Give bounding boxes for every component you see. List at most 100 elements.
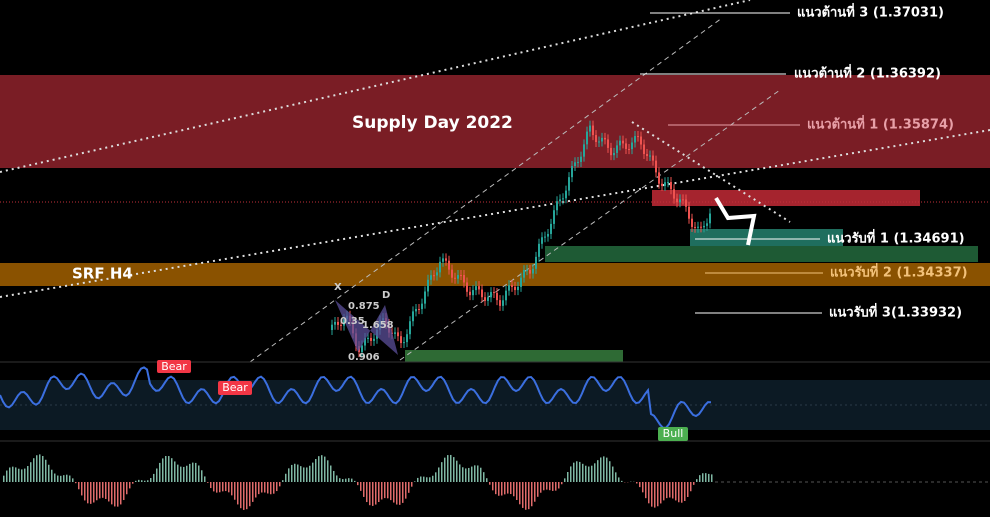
hist-bar xyxy=(702,473,704,482)
hist-bar xyxy=(261,482,263,493)
candle xyxy=(508,285,510,291)
supply-zone xyxy=(0,75,990,168)
hist-bar xyxy=(351,478,353,482)
hist-bar xyxy=(621,480,623,482)
candle xyxy=(526,269,528,271)
candle xyxy=(511,285,513,287)
hist-bar xyxy=(549,482,551,491)
hist-bar xyxy=(456,460,458,482)
hist-bar xyxy=(435,472,437,482)
hist-bar xyxy=(660,482,662,504)
candle xyxy=(373,338,375,341)
candle xyxy=(403,342,405,344)
hist-bar xyxy=(462,467,464,482)
candle xyxy=(613,152,615,156)
hist-bar xyxy=(705,473,707,482)
candle xyxy=(478,286,480,290)
candle xyxy=(334,321,336,325)
hist-bar xyxy=(384,482,386,499)
hist-bar xyxy=(432,475,434,482)
hist-bar xyxy=(489,482,491,485)
hist-bar xyxy=(507,482,509,494)
hist-bar xyxy=(204,476,206,482)
candle xyxy=(679,199,681,203)
candle xyxy=(646,153,648,157)
candle xyxy=(337,321,339,325)
hist-bar xyxy=(12,466,14,482)
hist-bar xyxy=(600,457,602,482)
hist-bar xyxy=(696,479,698,482)
candle xyxy=(583,144,585,157)
hist-bar xyxy=(45,459,47,482)
hist-bar xyxy=(36,455,38,482)
hist-bar xyxy=(96,482,98,501)
hist-bar xyxy=(159,462,161,482)
hist-bar xyxy=(648,482,650,504)
hist-bar xyxy=(105,482,107,499)
hist-bar xyxy=(339,478,341,482)
hist-bar xyxy=(306,467,308,482)
hist-bar xyxy=(396,482,398,505)
candle xyxy=(367,337,369,339)
pattern-label: X xyxy=(334,282,342,293)
hist-bar xyxy=(378,482,380,503)
candle xyxy=(454,277,456,279)
hist-bar xyxy=(474,465,476,482)
hist-bar xyxy=(171,458,173,482)
hist-bar xyxy=(711,474,713,482)
candle xyxy=(409,321,411,335)
hist-bar xyxy=(21,469,23,482)
candle xyxy=(706,223,708,226)
hist-bar xyxy=(315,459,317,482)
candle xyxy=(460,275,462,277)
candle xyxy=(616,145,618,153)
hist-bar xyxy=(573,462,575,482)
candle xyxy=(415,308,417,312)
hist-bar xyxy=(60,475,62,482)
hist-bar xyxy=(309,465,311,482)
histogram xyxy=(3,454,713,510)
hist-bar xyxy=(168,456,170,482)
hist-bar xyxy=(564,478,566,482)
candle xyxy=(556,201,558,211)
hist-bar xyxy=(438,467,440,482)
hist-bar xyxy=(699,475,701,482)
candle xyxy=(598,141,600,143)
hist-bar xyxy=(87,482,89,504)
candle xyxy=(577,161,579,163)
hist-bar xyxy=(537,482,539,497)
candle xyxy=(451,269,453,278)
hist-bar xyxy=(138,479,140,482)
hist-bar xyxy=(327,460,329,482)
hist-bar xyxy=(258,482,260,495)
candle xyxy=(685,199,687,207)
hist-bar xyxy=(6,470,8,482)
hist-bar xyxy=(174,461,176,482)
candle xyxy=(631,142,633,150)
candle xyxy=(517,286,519,291)
candle xyxy=(340,324,342,326)
hist-bar xyxy=(672,482,674,499)
candle xyxy=(664,182,666,186)
candle xyxy=(364,338,366,346)
hist-bar xyxy=(651,482,653,507)
hist-bar xyxy=(207,482,209,483)
hist-bar xyxy=(153,473,155,482)
hist-bar xyxy=(78,482,80,490)
candle xyxy=(370,337,372,341)
hist-bar xyxy=(654,482,656,508)
hist-bar xyxy=(225,482,227,492)
hist-bar xyxy=(75,482,77,484)
srf-zone xyxy=(0,263,990,286)
hist-bar xyxy=(216,482,218,493)
channel-lines xyxy=(249,17,781,363)
candle xyxy=(430,275,432,280)
hist-bar xyxy=(72,478,74,482)
hist-bar xyxy=(555,482,557,491)
hist-bar xyxy=(390,482,392,501)
candle xyxy=(427,279,429,292)
hist-bar xyxy=(516,482,518,500)
hist-bar xyxy=(276,482,278,492)
hist-bar xyxy=(426,477,428,482)
candle xyxy=(541,237,543,244)
